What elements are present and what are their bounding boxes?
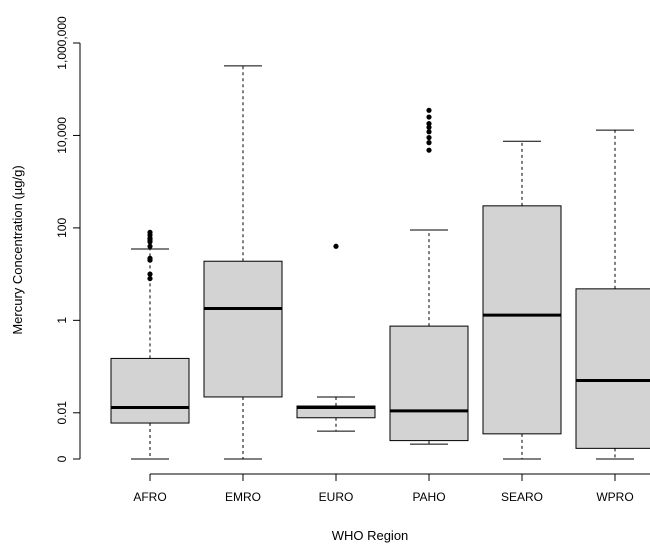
- y-tick-label-2: 1: [55, 317, 69, 324]
- x-tick-label-3: PAHO: [412, 490, 445, 504]
- outlier-point: [426, 134, 432, 141]
- outlier-point: [426, 124, 432, 130]
- outlier-point: [147, 243, 153, 249]
- x-axis-label: WHO Region: [332, 528, 409, 543]
- box-emro: [203, 65, 283, 460]
- boxes: [110, 65, 650, 460]
- x-tick-label-0: AFRO: [133, 490, 166, 504]
- outlier-point: [426, 121, 432, 127]
- y-tick-label-3: 100: [55, 218, 69, 238]
- box-wpro: [575, 129, 650, 460]
- x-tick-label-1: EMRO: [225, 490, 261, 504]
- outlier-point: [147, 275, 153, 282]
- x-tick-label-2: EURO: [319, 490, 354, 504]
- y-tick-label-1: 0.01: [55, 401, 69, 425]
- outlier-point: [147, 229, 153, 235]
- y-tick-label-4: 10,000: [55, 117, 69, 154]
- outlier-point: [426, 147, 432, 153]
- outlier-point: [426, 114, 432, 120]
- outlier-point: [147, 271, 153, 277]
- x-axis: AFRO EMRO EURO PAHO SEARO WPRO: [133, 473, 650, 504]
- iqr-box: [575, 288, 650, 449]
- outlier-point: [426, 129, 432, 135]
- y-axis: 0 0.01 1 100 10,000 1,000,000: [55, 16, 81, 462]
- iqr-box: [389, 325, 469, 442]
- box-searo: [482, 140, 562, 460]
- iqr-box: [110, 357, 190, 424]
- outlier-point: [147, 255, 153, 261]
- box-afro: [110, 229, 190, 460]
- x-tick-label-4: SEARO: [501, 490, 543, 504]
- outlier-point: [426, 107, 432, 113]
- y-tick-label-5: 1,000,000: [55, 16, 69, 70]
- iqr-box: [482, 205, 562, 435]
- box-euro: [296, 243, 376, 432]
- outlier-point: [426, 140, 432, 146]
- x-tick-label-5: WPRO: [596, 490, 633, 504]
- y-axis-label: Mercury Concentration (µg/g): [10, 165, 25, 334]
- y-tick-label-0: 0: [55, 455, 69, 462]
- outlier-point: [333, 243, 339, 249]
- iqr-box: [203, 260, 283, 398]
- box-paho: [389, 107, 469, 445]
